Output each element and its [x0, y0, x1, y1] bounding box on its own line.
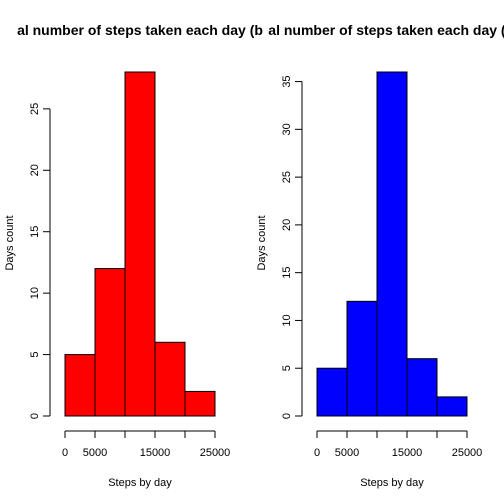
left-x-tick-label: 0: [62, 447, 68, 459]
left-y-tick-label: 10: [29, 287, 41, 299]
left-y-tick-label: 25: [29, 103, 41, 115]
left-bar: [64, 354, 96, 417]
histogram-panel-right: al number of steps taken each day (R 0 5 1…: [256, 22, 504, 489]
left-bar: [184, 390, 216, 417]
left-y-axis-label: Days count: [4, 215, 16, 270]
left-x-tick-label: 5000: [83, 447, 107, 459]
left-x-axis: 0 5000 15000 25000: [62, 430, 231, 459]
left-bar: [124, 71, 156, 417]
left-bars: [64, 71, 216, 417]
left-bar: [94, 268, 126, 417]
left-y-axis: 0 5 10 15 20 25: [29, 103, 51, 419]
right-y-tick-label: 15: [281, 267, 293, 279]
right-bars: [316, 71, 468, 417]
right-bar: [406, 358, 438, 417]
right-y-tick-label: 10: [281, 314, 293, 326]
right-y-tick-label: 35: [281, 75, 293, 87]
left-y-tick-label: 5: [29, 352, 41, 358]
right-bar: [436, 396, 468, 417]
right-x-tick-label: 25000: [452, 447, 483, 459]
right-x-axis-label: Steps by day: [360, 477, 424, 489]
right-bar: [376, 71, 408, 417]
right-y-tick-label: 25: [281, 171, 293, 183]
right-y-tick-label: 5: [281, 365, 293, 371]
right-x-tick-label: 0: [314, 447, 320, 459]
left-y-tick-label: 20: [29, 164, 41, 176]
right-y-axis: 0 5 10 15 20 25 30 35: [281, 75, 303, 419]
right-y-tick-label: 20: [281, 219, 293, 231]
right-x-axis: 0 5000 15000 25000: [314, 430, 483, 459]
right-y-tick-label: 30: [281, 123, 293, 135]
right-x-tick-label: 15000: [392, 447, 423, 459]
histogram-panel-left: al number of steps taken each day (b 0 5 1…: [4, 22, 263, 489]
left-bar: [154, 341, 186, 417]
right-y-tick-label: 0: [281, 413, 293, 419]
right-bar: [316, 367, 348, 417]
right-x-tick-label: 5000: [335, 447, 359, 459]
left-chart-title: al number of steps taken each day (b: [17, 22, 263, 38]
left-x-tick-label: 25000: [200, 447, 231, 459]
right-y-axis-label: Days count: [256, 215, 268, 270]
left-x-tick-label: 15000: [140, 447, 171, 459]
right-bar: [346, 300, 378, 417]
left-y-tick-label: 15: [29, 226, 41, 238]
left-y-tick-label: 0: [29, 413, 41, 419]
left-x-axis-label: Steps by day: [108, 477, 172, 489]
right-chart-title: al number of steps taken each day (R: [268, 22, 504, 38]
